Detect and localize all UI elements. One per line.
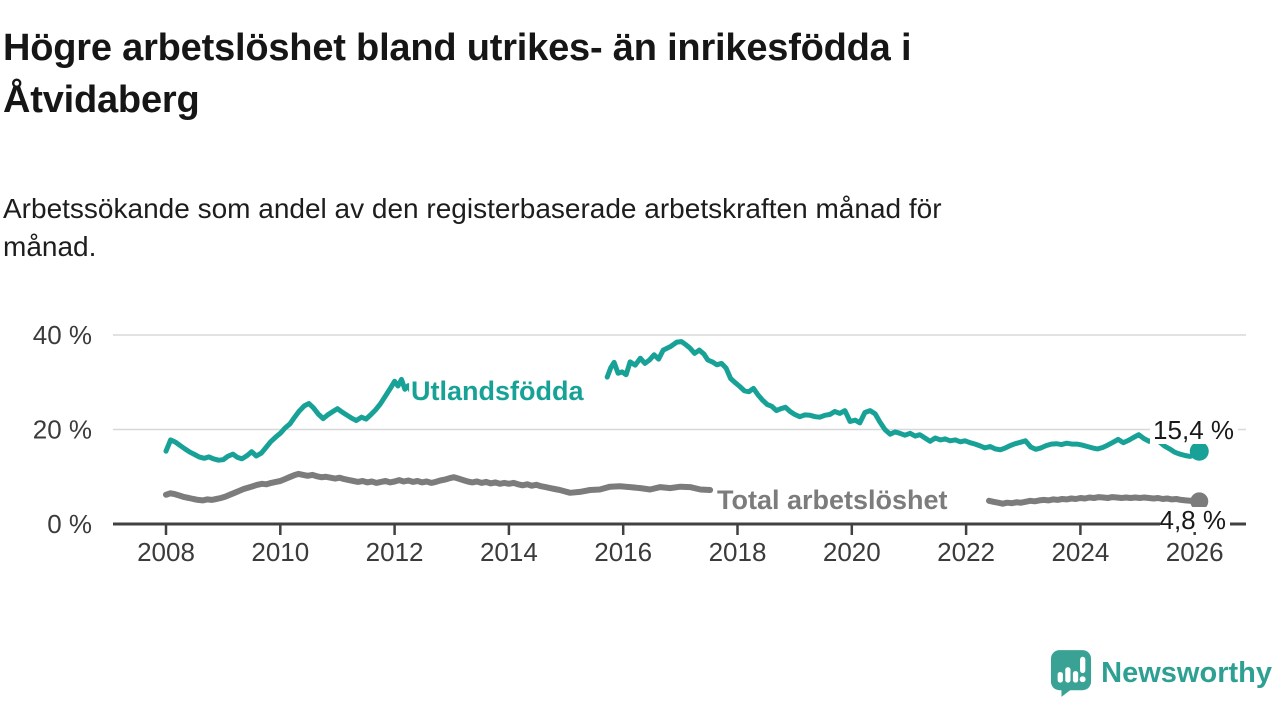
newsworthy-logo: Newsworthy <box>1050 649 1272 698</box>
end-label-bg-total-arbetsloshet <box>1160 507 1230 532</box>
end-label-utlandsfodda: 15,4 % <box>1153 415 1234 445</box>
chart-subtitle-line1: Arbetssökande som andel av den registerb… <box>3 193 942 224</box>
x-tick-label-2016: 2016 <box>594 537 652 567</box>
newsworthy-bubble-chart-icon <box>1051 650 1092 697</box>
y-tick-label-0: 0 % <box>47 509 92 539</box>
x-tick-label-2026: 2026 <box>1166 537 1224 567</box>
end-dot-utlandsfodda <box>1189 441 1209 461</box>
x-tick-label-2012: 2012 <box>366 537 424 567</box>
y-tick-label-20: 20 % <box>33 415 92 445</box>
x-tick-label-2010: 2010 <box>251 537 309 567</box>
x-tick-label-2020: 2020 <box>823 537 881 567</box>
newsworthy-brand-text: Newsworthy <box>1101 657 1272 689</box>
x-tick-label-2008: 2008 <box>137 537 195 567</box>
end-label-total-arbetsloshet: 4,8 % <box>1160 505 1227 535</box>
x-tick-label-2018: 2018 <box>709 537 767 567</box>
series-line-utlandsfodda-1 <box>163 376 415 463</box>
x-tick-label-2014: 2014 <box>480 537 538 567</box>
x-tick-label-2022: 2022 <box>937 537 995 567</box>
end-label-bg-utlandsfodda <box>1150 416 1238 444</box>
series-line-utlandsfodda-2 <box>604 339 1202 459</box>
chart-subtitle: Arbetssökande som andel av den registerb… <box>3 190 942 266</box>
page-title-line1: Högre arbetslöshet bland utrikes- än inr… <box>3 27 912 69</box>
series-label-utlandsfodda: Utlandsfödda <box>411 376 584 406</box>
x-tick-label-2024: 2024 <box>1051 537 1109 567</box>
chart-subtitle-line2: månad. <box>3 231 97 263</box>
page-title-line2: Åtvidaberg <box>3 79 200 122</box>
series-line-total-arbetsloshet-1 <box>163 470 714 504</box>
series-line-total-arbetsloshet-2 <box>986 494 1203 507</box>
series-label-total-arbetsloshet: Total arbetslöshet <box>717 485 948 515</box>
page-title: Högre arbetslöshet bland utrikes- än inr… <box>3 22 912 127</box>
y-tick-label-40: 40 % <box>33 320 92 350</box>
end-dot-total-arbetsloshet <box>1190 492 1209 511</box>
